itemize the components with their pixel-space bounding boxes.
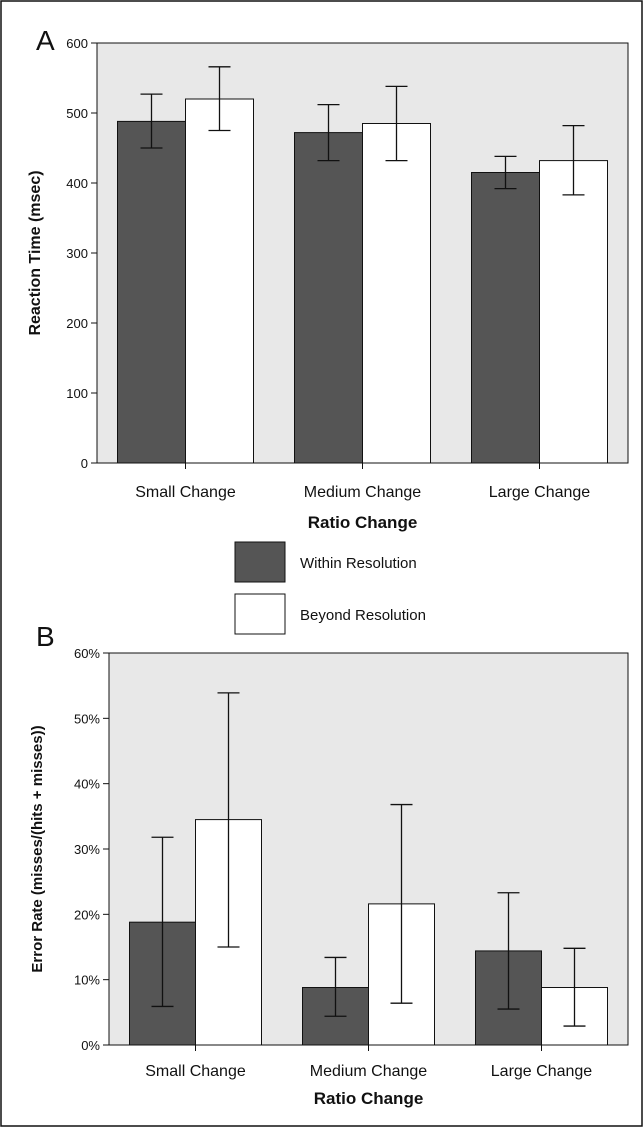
legend-label-beyond: Beyond Resolution (300, 607, 426, 624)
panel-b-y-tick-label: 60% (74, 646, 100, 661)
panel-a-y-tick-label: 600 (66, 36, 88, 51)
panel-b-x-tick-label: Small Change (145, 1063, 246, 1080)
panel-b-x-tick-label: Medium Change (310, 1063, 428, 1080)
panel-a-x-tick-label: Small Change (135, 484, 236, 501)
panel-a-bar-beyond (539, 160, 608, 464)
panel-a-y-tick-label: 500 (66, 106, 88, 121)
panel-b-chart: 0% 10% 20% 30% 40% 50% 60% Small Change Medium C… (29, 646, 629, 1108)
panel-b-label: B (36, 621, 55, 652)
panel-b-x-axis-label: Ratio Change (314, 1089, 424, 1108)
panel-a-y-tick-label: 300 (66, 246, 88, 261)
legend-swatch-within (234, 541, 286, 583)
panel-b-y-tick-label: 20% (74, 907, 100, 922)
panel-a-bar-beyond (362, 123, 431, 464)
panel-b-y-tick-label: 40% (74, 777, 100, 792)
panel-a-y-axis-label: Reaction Time (msec) (27, 170, 44, 335)
panel-a-y-tick-label: 200 (66, 316, 88, 331)
panel-a-label: A (36, 25, 55, 56)
panel-b-y-tick-label: 0% (81, 1038, 100, 1053)
panel-b-y-axis-label: Error Rate (misses/(hits + misses)) (29, 725, 46, 972)
panel-a-bar-within (471, 172, 540, 464)
panel-b-y-tick-label: 10% (74, 973, 100, 988)
panel-a-y-tick-label: 100 (66, 386, 88, 401)
legend-swatch-beyond (234, 593, 286, 635)
legend-label-within: Within Resolution (300, 555, 417, 572)
panel-a-x-axis-label: Ratio Change (308, 513, 418, 532)
legend: Within Resolution Beyond Resolution (234, 541, 426, 635)
panel-a-x-tick-label: Large Change (489, 484, 591, 501)
panel-a-bar-beyond (185, 98, 254, 464)
panel-a-chart: 0 100 200 300 400 500 600 Small Change Medium Ch… (27, 36, 629, 532)
panel-b-y-tick-label: 50% (74, 711, 100, 726)
panel-a-x-tick-label: Medium Change (304, 484, 422, 501)
panel-a-bar-within (294, 132, 363, 464)
panel-b-x-tick-label: Large Change (491, 1063, 593, 1080)
panel-a-bar-within (117, 120, 186, 464)
panel-a-y-tick-label: 0 (81, 456, 88, 471)
panel-a-y-tick-label: 400 (66, 176, 88, 191)
panel-b-y-tick-label: 30% (74, 842, 100, 857)
